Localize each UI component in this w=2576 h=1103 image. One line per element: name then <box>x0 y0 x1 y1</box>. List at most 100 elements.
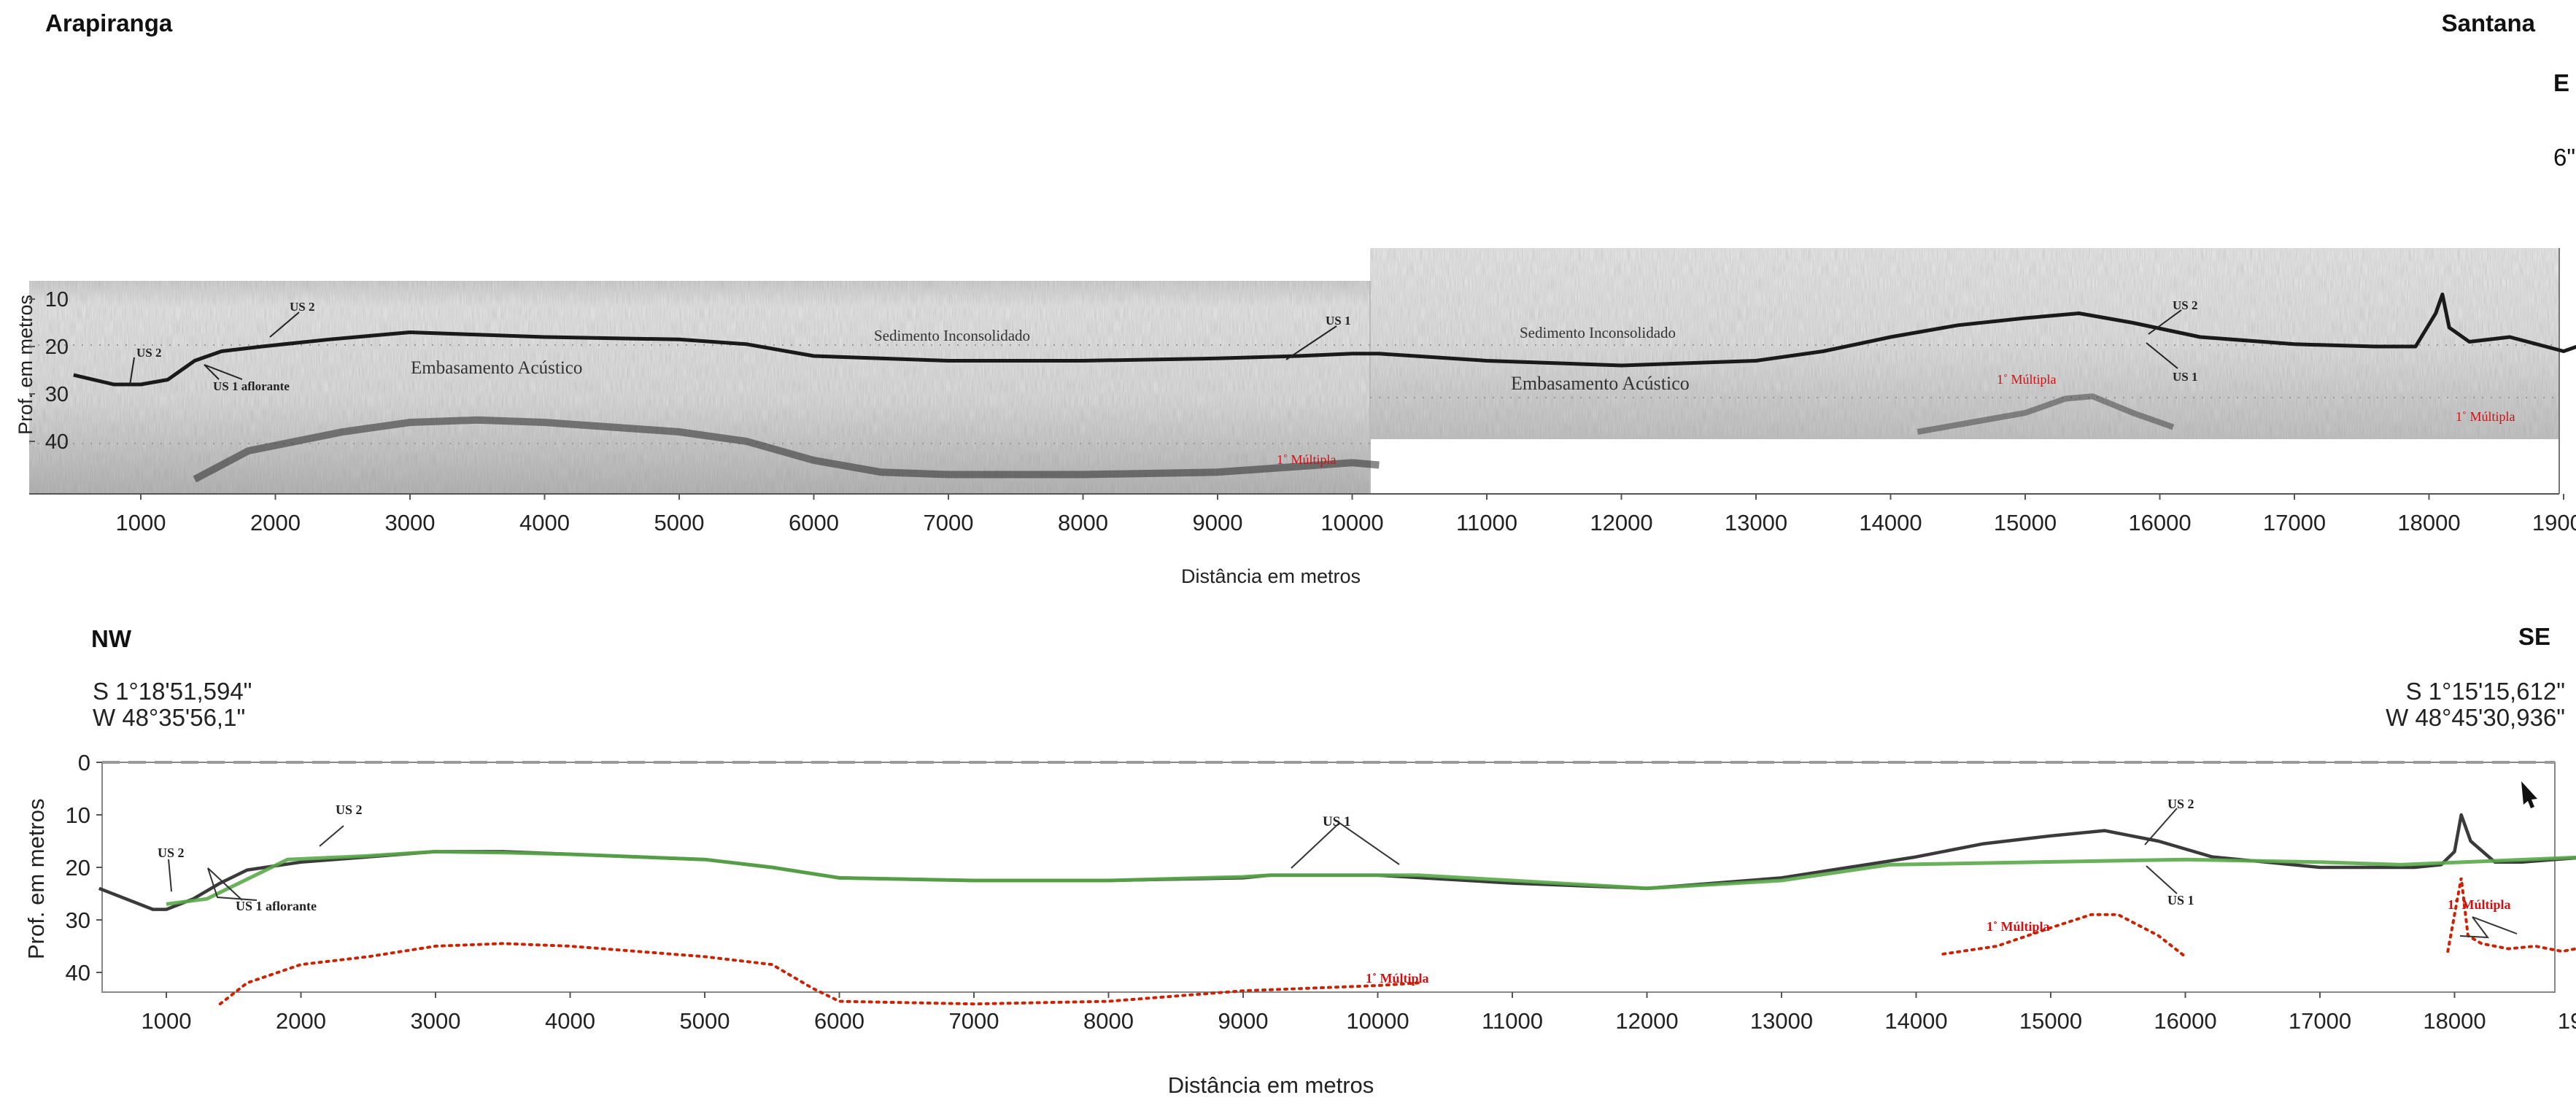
top-x-tick-label: 16000 <box>2128 510 2191 535</box>
bottom-label-us2-left: US 2 <box>158 845 185 860</box>
bottom-y-tick-label: 40 <box>66 960 90 986</box>
seafloor-reflector <box>73 293 2576 387</box>
bottom-x-tick-label: 4000 <box>545 1008 595 1034</box>
bottom-x-tick-label: 18000 <box>2423 1008 2486 1034</box>
leader-us1-right-b <box>2146 865 2178 894</box>
right-place-label: Santana <box>2442 9 2536 36</box>
leader-us2-left <box>129 357 135 386</box>
top-x-axis-title: Distância em metros <box>1181 565 1361 587</box>
seismic-image-right-grain <box>1370 248 2559 439</box>
right-coord-lat: S 1°15'15,612" <box>2406 678 2565 705</box>
top-x-tick-label: 14000 <box>1859 510 1922 535</box>
top-x-tick-label: 13000 <box>1725 510 1787 535</box>
top-x-tick-label: 3000 <box>385 510 436 535</box>
top-label-us1-right: US 1 <box>2173 370 2197 384</box>
bottom-label-us1-right: US 1 <box>2167 893 2194 907</box>
seismic-image-left-grain <box>29 281 1370 494</box>
bottom-label-multipla-right: 1˚ Múltipla <box>2448 897 2511 912</box>
bottom-x-tick-label: 3000 <box>411 1008 461 1034</box>
bottom-x-tick-label: 1000 <box>142 1008 192 1034</box>
top-label-embasamento-left: Embasamento Acústico <box>411 358 582 378</box>
leader-us1-right <box>2146 342 2178 369</box>
bottom-y-tick-label: 0 <box>78 750 90 775</box>
top-x-tick-label: 19000 <box>2532 510 2576 535</box>
leader-us1-center <box>1285 325 1337 360</box>
bottom-x-tick-label: 16000 <box>2154 1008 2216 1034</box>
bottom-x-tick-label: 17000 <box>2289 1008 2351 1034</box>
bottom-x-tick-label: 13000 <box>1750 1008 1813 1034</box>
top-label-us2-right: US 2 <box>2173 298 2197 312</box>
top-x-tick-label: 9000 <box>1193 510 1243 535</box>
top-x-tick-label: 4000 <box>519 510 570 535</box>
top-label-multipla-left: 1˚ Múltipla <box>1277 452 1337 467</box>
bottom-label-us2-right: US 2 <box>2167 797 2194 811</box>
top-seismic-panel: US 2 US 2 US 1 aflorante Embasamento Acú… <box>15 248 2576 587</box>
bottom-x-tick-label: 15000 <box>2019 1008 2082 1034</box>
bottom-x-tick-label: 5000 <box>680 1008 730 1034</box>
cut-glyph-2: 6" <box>2553 144 2575 171</box>
top-x-tick-label: 1000 <box>116 510 166 535</box>
horizon-us2-line <box>166 849 2576 906</box>
bottom-leader-lines <box>168 808 2518 939</box>
top-x-tick-label: 17000 <box>2263 510 2326 535</box>
bottom-label-us2-mid: US 2 <box>336 802 363 817</box>
bottom-x-tick-label: 11000 <box>1482 1008 1543 1034</box>
leader-us2-left-b <box>168 859 172 892</box>
leader-us2-right-b <box>2144 808 2178 845</box>
cursor-arrow-icon <box>2521 781 2537 808</box>
top-label-sedimento-right: Sedimento Inconsolidado <box>1520 324 1676 341</box>
top-x-tick-label: 6000 <box>789 510 839 535</box>
bottom-interpreted-panel: NW SE S 1°18'51,594" W 48°35'56,1" S 1°1… <box>23 623 2576 1098</box>
seafloor-line <box>98 813 2576 911</box>
top-x-tick-label: 11000 <box>1456 510 1517 535</box>
leader-us2-mid-b <box>319 825 344 847</box>
direction-se: SE <box>2518 623 2550 650</box>
top-label-embasamento-right: Embasamento Acústico <box>1511 373 1690 394</box>
multiple-reflector-left <box>193 416 1380 483</box>
top-label-multipla-right-mid: 1˚ Múltipla <box>1997 372 2057 387</box>
leader-us1-aflorante <box>204 364 243 380</box>
top-x-tick-label: 12000 <box>1590 510 1652 535</box>
leader-us1-center-b2 <box>1339 822 1400 865</box>
bottom-x-tick-label: 19000 <box>2558 1008 2576 1034</box>
bottom-x-tick-label: 12000 <box>1615 1008 1678 1034</box>
bottom-label-us1-aflorante: US 1 aflorante <box>236 899 317 913</box>
top-label-multipla-right-end: 1˚ Múltipla <box>2456 409 2515 424</box>
left-coord-lat: S 1°18'51,594" <box>93 678 252 705</box>
top-x-tick-label: 2000 <box>250 510 301 535</box>
left-place-label: Arapiranga <box>45 9 173 36</box>
multiple-line-mid <box>1941 913 2187 959</box>
bottom-x-tick-label: 7000 <box>949 1008 999 1034</box>
top-x-tick-label: 5000 <box>654 510 705 535</box>
bottom-plot-frame <box>101 762 2556 993</box>
bottom-x-axis-title: Distância em metros <box>1168 1072 1374 1098</box>
leader-us2-right <box>2148 309 2182 335</box>
bottom-x-tick-label: 8000 <box>1083 1008 1134 1034</box>
multiple-line-left <box>218 942 1420 1006</box>
top-label-sedimento-left: Sedimento Inconsolidado <box>874 327 1030 344</box>
bottom-x-tick-label: 10000 <box>1346 1008 1409 1034</box>
top-x-tick-label: 10000 <box>1320 510 1383 535</box>
top-y-axis-title: Prof. em metros <box>15 295 36 435</box>
top-leader-lines <box>129 309 2182 386</box>
bottom-y-tick-label: 30 <box>66 907 90 933</box>
top-axis-ticks: 1000 2000 3000 4000 5000 6000 7000 8000 9000 1000… <box>29 288 2576 535</box>
leader-us1-aflorante-b <box>207 867 258 901</box>
bottom-x-tick-label: 2000 <box>276 1008 326 1034</box>
top-label-us1-aflorante: US 1 aflorante <box>213 379 290 393</box>
top-label-us2-mid: US 2 <box>290 300 314 314</box>
top-label-us1-center: US 1 <box>1326 314 1350 328</box>
bottom-label-multipla-mid: 1˚ Múltipla <box>1987 919 2050 934</box>
bottom-y-tick-label: 10 <box>66 802 90 828</box>
bottom-y-tick-label: 20 <box>66 855 90 881</box>
multiple-reflector-right <box>1916 393 2175 435</box>
bottom-x-tick-label: 14000 <box>1884 1008 1947 1034</box>
bottom-x-tick-label: 9000 <box>1218 1008 1269 1034</box>
leader-multipla-right-b <box>2459 916 2490 939</box>
top-x-tick-label: 8000 <box>1058 510 1108 535</box>
bottom-y-axis-title: Prof. em metros <box>23 799 49 960</box>
leader-multipla-right-b2 <box>2472 916 2518 934</box>
top-x-tick-label: 18000 <box>2397 510 2460 535</box>
